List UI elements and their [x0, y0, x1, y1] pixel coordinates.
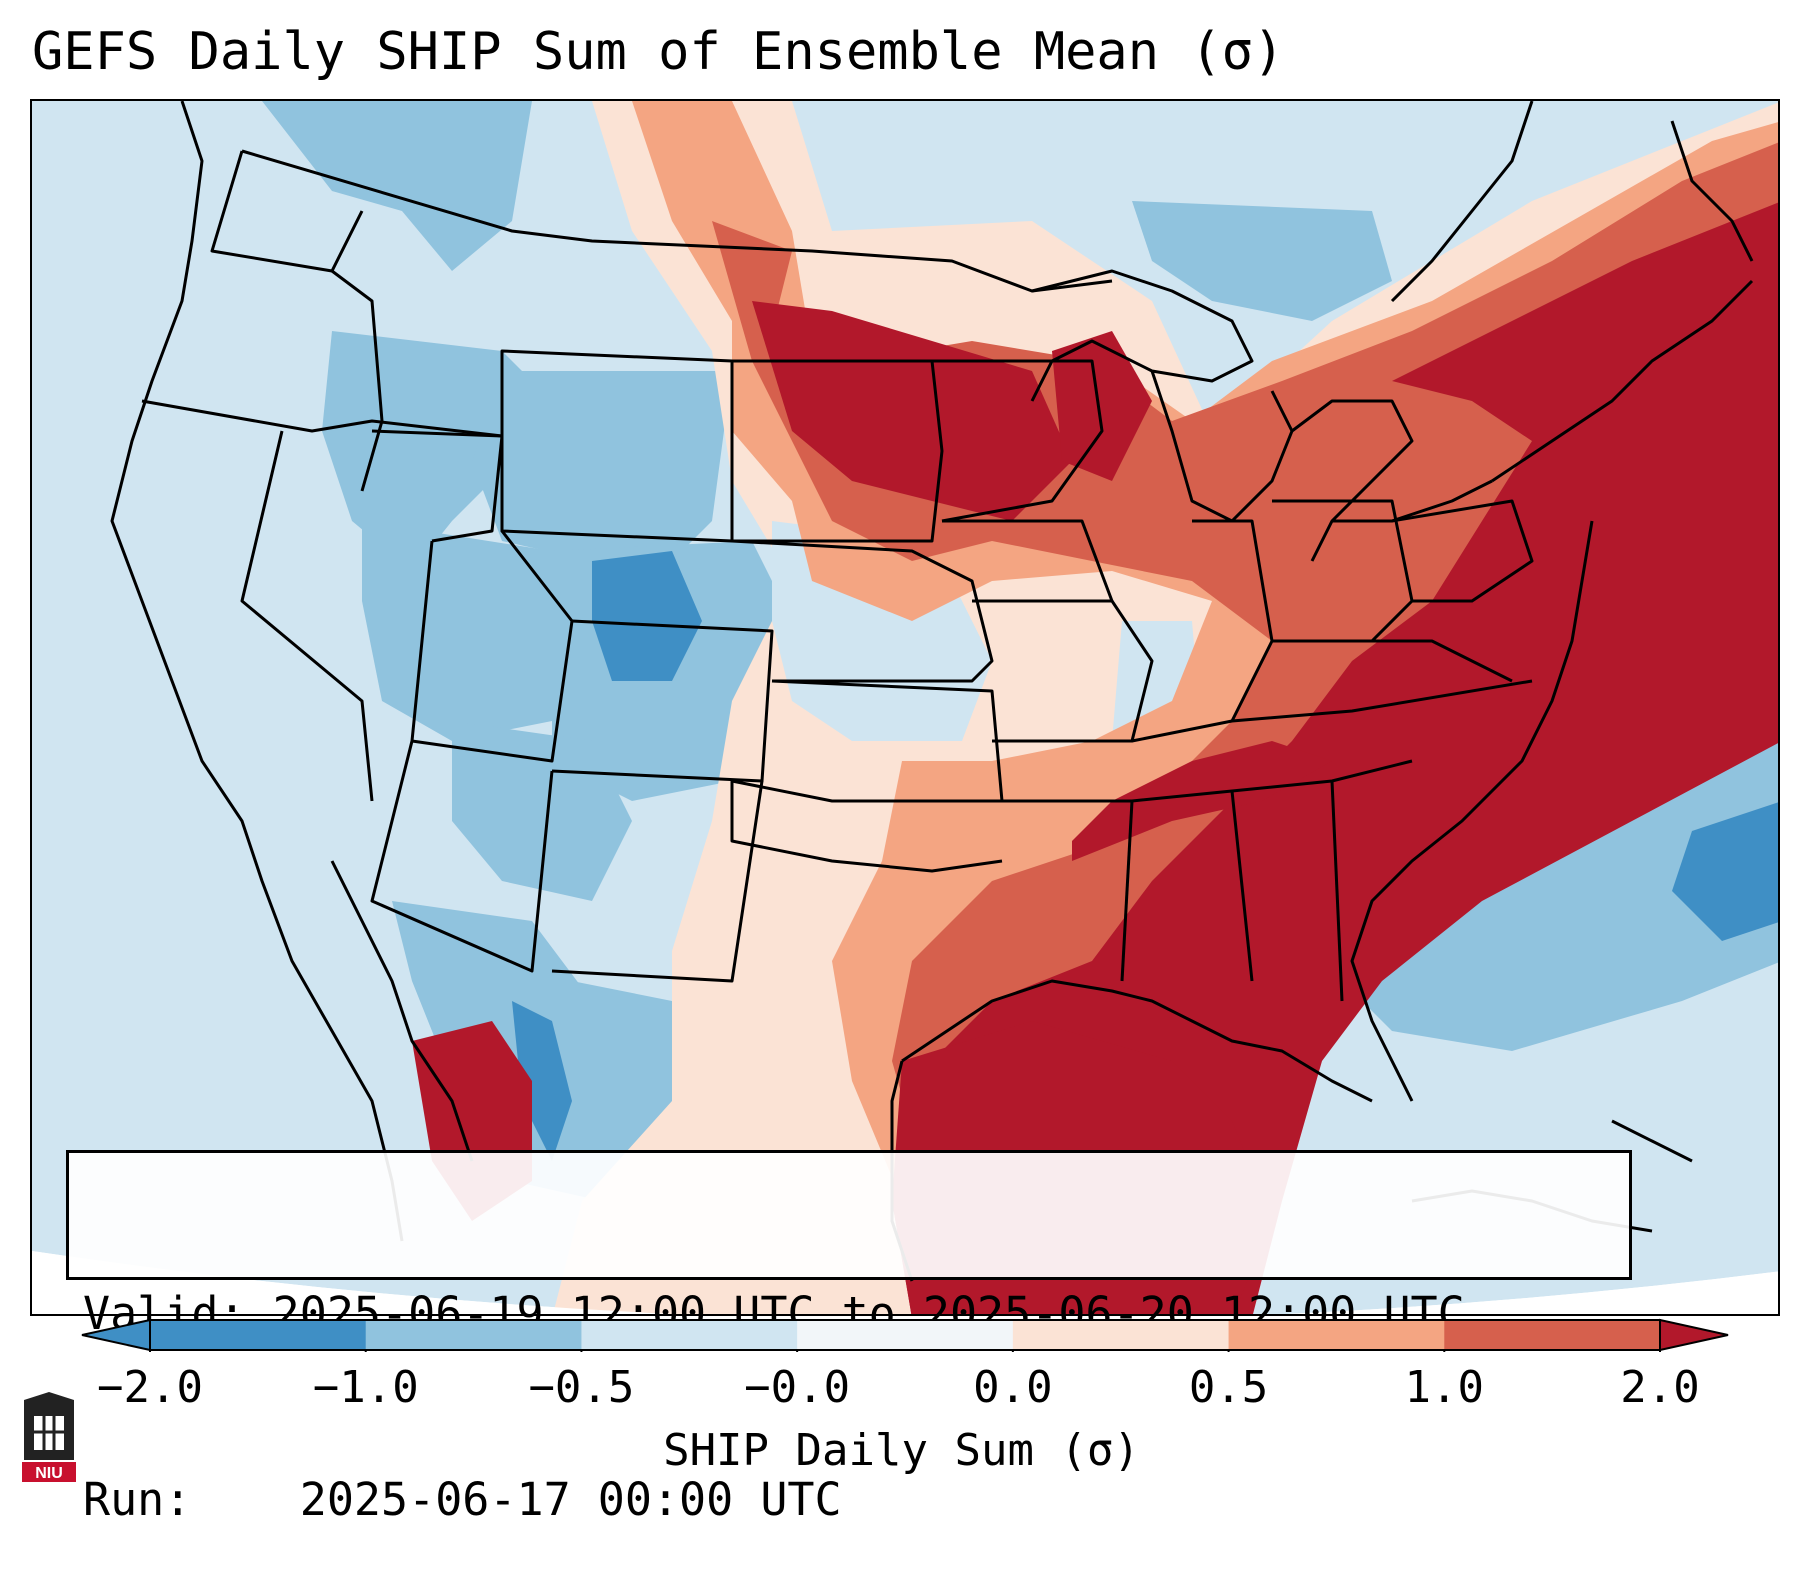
run-time-line: Run: 2025-06-17 00:00 UTC	[83, 1469, 1615, 1531]
colorbar-tick-label: 0.5	[1188, 1362, 1269, 1413]
field-wisconsin-dark-red	[1052, 331, 1152, 481]
field-dakotas-dark-red	[752, 301, 1072, 521]
field-nw-mid-blue	[262, 101, 532, 271]
field-arizona-mid-blue	[452, 721, 632, 901]
colorbar-extend-high	[1659, 1318, 1729, 1352]
colorbar-label: SHIP Daily Sum (σ)	[663, 1425, 1140, 1476]
run-label: Run:	[83, 1473, 192, 1526]
colorbar-segment	[1012, 1320, 1230, 1350]
colorbar-tick-label: 2.0	[1620, 1362, 1700, 1413]
colorbar-tick-label: −0.0	[744, 1362, 851, 1413]
field-ontario-mid-blue	[1132, 201, 1392, 321]
colorbar-segment	[365, 1320, 582, 1350]
colorbar-tick-label: −1.0	[312, 1362, 419, 1413]
field-utah-mid-blue	[362, 521, 592, 741]
logo-text: NIU	[35, 1465, 63, 1482]
colorbar-tick-label: −0.5	[528, 1362, 635, 1413]
run-value: 2025-06-17 00:00 UTC	[299, 1473, 842, 1526]
map-panel	[30, 99, 1780, 1316]
field-wyoming-mid-blue	[472, 371, 732, 581]
ship-field-map	[32, 101, 1778, 1314]
field-tennessee-dark-red	[1072, 741, 1332, 861]
field-southeast-dark-red	[892, 202, 1778, 1314]
colorbar-segment	[1444, 1320, 1661, 1350]
colorbar-border	[149, 1319, 1661, 1351]
colorbar-extend-low	[81, 1318, 151, 1352]
colorbar-tick-label: 1.0	[1404, 1362, 1485, 1413]
colorbar	[81, 1318, 1729, 1352]
off-domain-edge	[32, 1251, 1778, 1314]
colorbar-segment	[797, 1320, 1014, 1350]
colorbar-tick-label: −2.0	[97, 1362, 203, 1413]
field-colorado-deep-blue	[592, 551, 702, 681]
valid-run-info-box: Valid: 2025-06-19 12:00 UTC to 2025-06-2…	[66, 1150, 1632, 1526]
niu-logo: NIU	[22, 1392, 76, 1482]
field-atlantic-mid-blue	[1322, 723, 1778, 1051]
field-mexico-deep-blue	[512, 1001, 572, 1161]
field-atlantic-deep-blue	[1672, 802, 1778, 941]
colorbar-segment	[150, 1320, 367, 1350]
colorbar-segment	[581, 1320, 798, 1350]
map-title: GEFS Daily SHIP Sum of Ensemble Mean (σ)	[32, 22, 1285, 82]
colorbar-segment	[1228, 1320, 1445, 1350]
colorbar-tick-label: 0.0	[973, 1362, 1053, 1413]
